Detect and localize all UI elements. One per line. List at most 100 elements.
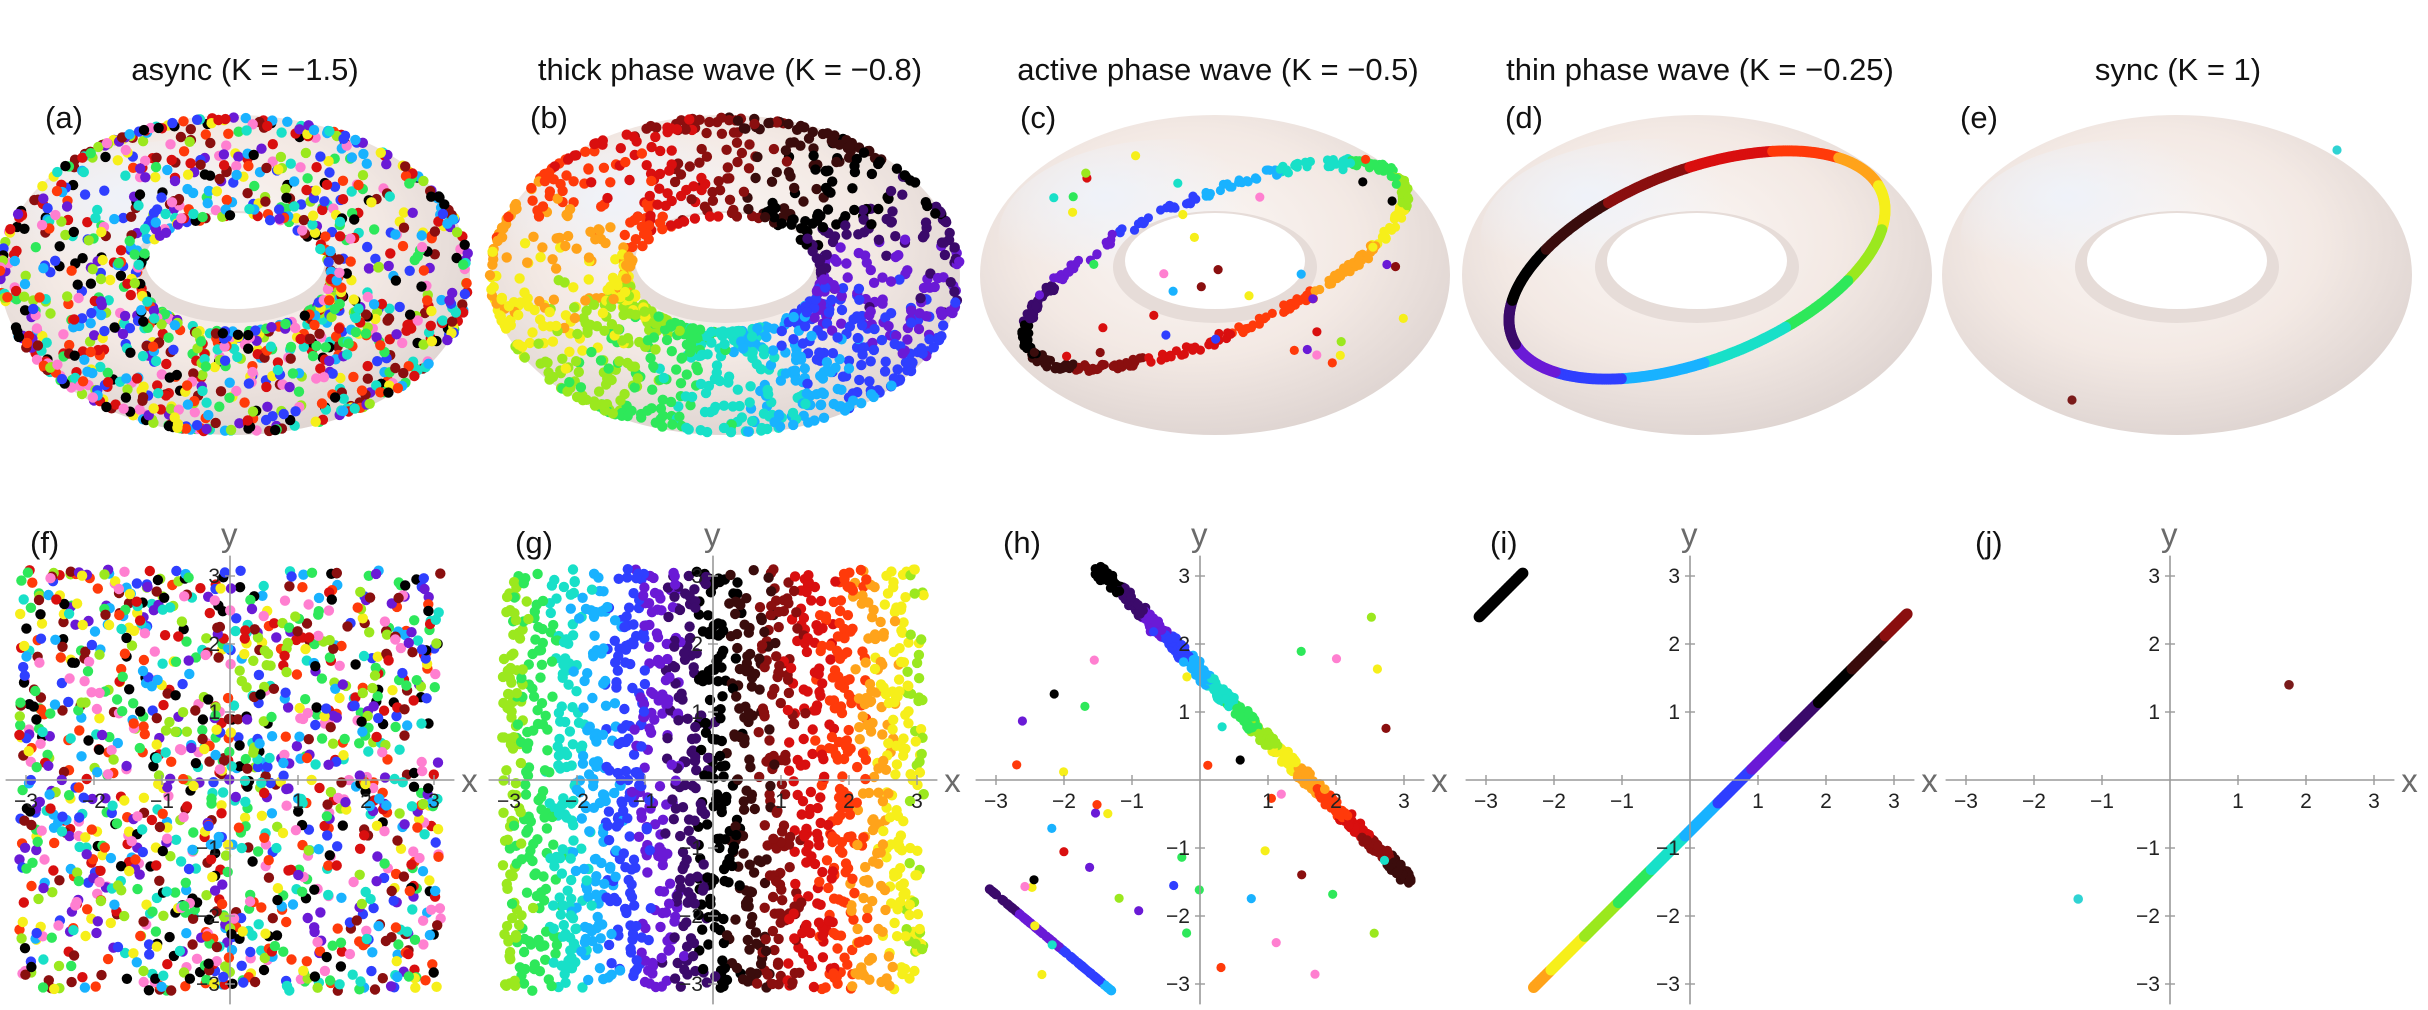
panel-label-e: (e) [1960, 100, 1998, 135]
data-point [368, 902, 379, 914]
data-point [321, 951, 332, 963]
torus-point [122, 278, 133, 289]
torus-point [526, 182, 537, 194]
data-point [92, 583, 104, 594]
torus-point [808, 150, 819, 161]
x-tick-label: −1 [150, 790, 174, 813]
data-point [170, 726, 181, 737]
torus-point [124, 235, 135, 247]
torus-point [704, 211, 716, 222]
torus-point [852, 387, 863, 398]
data-point [183, 863, 195, 875]
data-point [25, 602, 37, 613]
data-point [294, 731, 305, 742]
data-point [175, 856, 187, 867]
torus-point [1255, 192, 1265, 202]
torus-point [99, 185, 110, 196]
data-point [112, 941, 124, 953]
data-point [324, 975, 336, 986]
torus-point [36, 219, 48, 231]
torus-point [886, 380, 897, 391]
torus-point [902, 265, 913, 276]
torus-point [899, 234, 911, 245]
data-point [99, 569, 110, 580]
torus-point [694, 114, 705, 126]
torus-point [798, 196, 809, 207]
data-point [302, 912, 313, 924]
data-point [258, 580, 269, 592]
data-point [339, 733, 350, 745]
torus-point [680, 124, 691, 135]
torus-point [416, 281, 427, 292]
torus-point [363, 263, 375, 274]
data-point [94, 876, 105, 888]
data-point [36, 618, 48, 629]
torus-point [69, 350, 80, 361]
data-point [22, 567, 34, 578]
torus-point [437, 208, 449, 220]
torus-point [756, 422, 767, 434]
torus-point [31, 354, 43, 365]
data-point [291, 669, 303, 680]
data-point [298, 569, 309, 580]
data-point [161, 886, 172, 897]
torus-point [214, 401, 225, 412]
torus-point [310, 416, 321, 427]
data-point [358, 650, 370, 662]
torus-point [364, 398, 375, 409]
torus-point [572, 328, 583, 340]
torus-point [1879, 203, 1891, 215]
torus-point [522, 257, 533, 268]
torus-point [461, 278, 472, 289]
data-point [50, 634, 61, 645]
data-point [49, 983, 60, 995]
data-point [297, 582, 308, 593]
data-point [373, 920, 384, 932]
data-point [233, 822, 245, 833]
data-point [90, 981, 101, 992]
torus-point [542, 357, 553, 368]
torus-point [150, 217, 161, 228]
torus-point [820, 282, 831, 293]
torus-point [242, 188, 253, 199]
x-tick-label: 2 [360, 790, 372, 813]
data-point [45, 708, 56, 719]
torus-point [188, 208, 199, 220]
torus-point [120, 392, 132, 403]
torus-point [185, 158, 196, 169]
torus-point [273, 164, 284, 175]
torus-point [891, 163, 903, 174]
data-point [352, 602, 363, 613]
torus-point [674, 325, 685, 336]
data-point [420, 975, 431, 986]
torus-point [701, 426, 713, 438]
torus-point [311, 340, 322, 352]
data-point [297, 713, 309, 725]
torus-point [487, 259, 498, 270]
data-point [174, 945, 186, 957]
data-point [216, 808, 227, 819]
torus-point [699, 406, 711, 418]
torus-point [169, 175, 181, 187]
torus-point [1345, 267, 1355, 277]
torus-point [902, 365, 913, 376]
torus-point [1302, 162, 1312, 172]
torus-point [297, 225, 308, 236]
data-point [703, 939, 714, 950]
torus-point [200, 361, 211, 372]
torus-point [1181, 199, 1192, 209]
torus-point [197, 369, 208, 381]
torus-point [195, 159, 206, 170]
torus-point [73, 292, 84, 304]
torus-points-e [2067, 145, 2342, 405]
torus-point [1188, 345, 1198, 355]
torus-point [376, 298, 388, 310]
torus-point [161, 358, 172, 370]
torus-point [830, 362, 841, 373]
torus-point [173, 404, 184, 415]
data-point [144, 949, 155, 960]
torus-point [894, 274, 905, 285]
torus-point [115, 245, 127, 256]
torus-point [922, 200, 933, 212]
